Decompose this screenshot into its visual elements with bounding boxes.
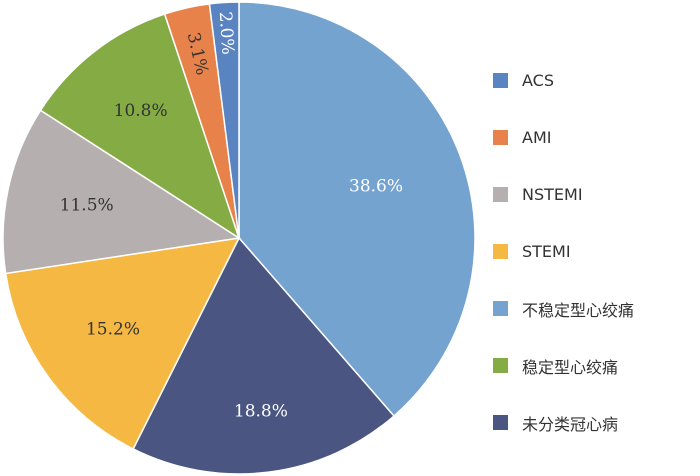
legend-item-稳定型心绞痛: 稳定型心绞痛: [493, 337, 698, 394]
legend-item-stemi: STEMI: [493, 223, 698, 280]
pie-slice-stemi: [4, 237, 241, 450]
legend-label: AMI: [522, 128, 552, 147]
pie-slice-不稳定型心绞痛: [238, 1, 476, 418]
legend-label: 不稳定型心绞痛: [522, 300, 635, 320]
chart-legend: ACS AMI NSTEMI STEMI 不稳定型心绞痛 稳定型心绞痛 未分类冠心病: [493, 52, 698, 451]
data-label-稳定型心绞痛: 10.8%: [114, 101, 168, 121]
data-label-nstemi: 11.5%: [60, 195, 114, 215]
legend-label: NSTEMI: [522, 185, 583, 204]
pie-slice-nstemi: [2, 109, 242, 275]
pie-slice-稳定型心绞痛: [39, 13, 241, 240]
legend-swatch: [493, 301, 508, 316]
legend-item-不稳定型心绞痛: 不稳定型心绞痛: [493, 280, 698, 337]
legend-label: ACS: [522, 71, 554, 90]
legend-item-acs: ACS: [493, 52, 698, 109]
legend-swatch: [493, 73, 508, 88]
data-label-不稳定型心绞痛: 38.6%: [349, 177, 403, 197]
legend-label: 稳定型心绞痛: [522, 357, 619, 377]
legend-swatch: [493, 130, 508, 145]
pie-slice-未分类冠心病: [132, 236, 396, 475]
legend-label: 未分类冠心病: [522, 414, 619, 434]
legend-item-nstemi: NSTEMI: [493, 166, 698, 223]
pie-chart: 38.6%18.8%15.2%11.5%10.8%3.1% 2.0%: [2, 1, 476, 475]
legend-swatch: [493, 187, 508, 202]
data-label-acs: 2.0%: [215, 11, 238, 55]
data-label-未分类冠心病: 18.8%: [234, 401, 288, 421]
legend-swatch: [493, 415, 508, 430]
pie-slice-acs: [208, 1, 240, 239]
legend-label: STEMI: [522, 242, 571, 261]
data-label-stemi: 15.2%: [86, 320, 140, 340]
legend-item-未分类冠心病: 未分类冠心病: [493, 394, 698, 451]
legend-swatch: [493, 244, 508, 259]
legend-swatch: [493, 358, 508, 373]
legend-item-ami: AMI: [493, 109, 698, 166]
